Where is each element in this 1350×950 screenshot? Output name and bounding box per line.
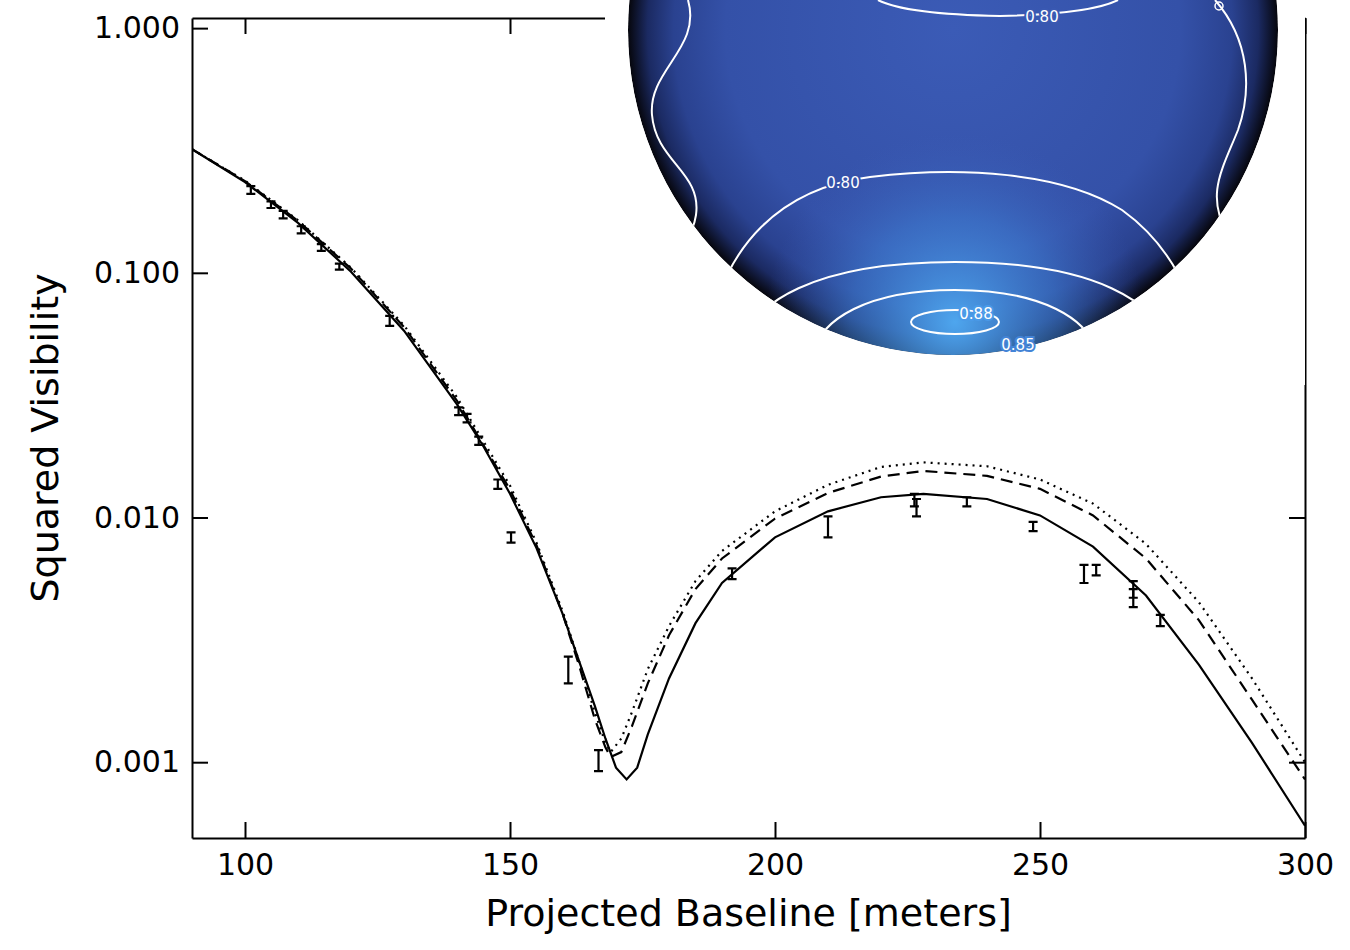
tick-mark bbox=[192, 28, 208, 30]
intensity-contour bbox=[1215, 2, 1223, 10]
tick bbox=[1289, 762, 1305, 763]
tick bbox=[1289, 518, 1305, 519]
tick-mark bbox=[510, 18, 512, 34]
tick-mark bbox=[192, 517, 208, 519]
tick-label: 0.010 bbox=[94, 500, 180, 535]
error-bar-point bbox=[463, 414, 472, 422]
error-bar-point bbox=[728, 568, 737, 579]
y-axis-title: Squared Visibility bbox=[23, 273, 67, 602]
tick-mark bbox=[510, 822, 512, 838]
error-bar-point bbox=[507, 532, 516, 542]
tick-mark bbox=[192, 762, 208, 764]
tick: 150 bbox=[482, 822, 539, 882]
error-bar-point bbox=[266, 201, 275, 208]
error-bar-point bbox=[962, 497, 971, 506]
y-axis: 1.000 0.100 0.010 0.001 bbox=[94, 10, 208, 838]
tick: 200 bbox=[747, 822, 804, 882]
intensity-contour bbox=[812, 290, 1098, 358]
intensity-contour bbox=[652, 0, 697, 262]
tick-mark bbox=[1040, 822, 1042, 838]
contour-label: 0.88 bbox=[959, 305, 992, 323]
intensity-contour bbox=[738, 262, 1172, 358]
tick-mark bbox=[245, 822, 247, 838]
tick: 0.010 bbox=[94, 500, 208, 535]
tick: 100 bbox=[217, 822, 274, 882]
intensity-contour bbox=[1215, 0, 1258, 268]
tick: 0.001 bbox=[94, 744, 208, 779]
error-bar-point bbox=[824, 516, 833, 537]
error-bar-point bbox=[474, 437, 483, 445]
tick-label: 200 bbox=[747, 847, 804, 882]
error-bar-point bbox=[1156, 615, 1165, 626]
y-axis-line bbox=[192, 19, 194, 839]
tick-mark bbox=[1289, 762, 1305, 764]
tick-mark bbox=[192, 272, 208, 274]
x-axis-line bbox=[193, 838, 1306, 840]
error-bar-point bbox=[454, 407, 463, 415]
chart: 100 150 200 250 300 1.000 0.100 0.010 0.001 Proje… bbox=[0, 0, 1350, 950]
tick-label: 0.100 bbox=[94, 255, 180, 290]
tick-label: 150 bbox=[482, 847, 539, 882]
tick-label: 300 bbox=[1277, 847, 1334, 882]
x-axis: 100 150 200 250 300 bbox=[193, 822, 1335, 882]
error-bar-point bbox=[385, 316, 394, 326]
tick-label: 100 bbox=[217, 847, 274, 882]
tick bbox=[245, 18, 246, 34]
error-bar-point bbox=[493, 479, 502, 488]
error-bar-point bbox=[335, 264, 344, 270]
tick-label: 250 bbox=[1012, 847, 1069, 882]
error-bar-point bbox=[912, 499, 921, 516]
error-bar-point bbox=[1029, 522, 1038, 531]
tick-label: 0.001 bbox=[94, 744, 180, 779]
error-bar-point bbox=[246, 186, 255, 194]
tick-mark bbox=[245, 18, 247, 34]
x-axis-title: Projected Baseline [meters] bbox=[485, 891, 1012, 935]
tick-mark bbox=[1289, 517, 1305, 519]
disk-bright-pole bbox=[628, 0, 1278, 355]
intensity-contour bbox=[708, 172, 1200, 345]
contour-label: 0.80 bbox=[826, 174, 859, 192]
stellar-disk bbox=[628, 0, 1278, 358]
error-bar-point bbox=[594, 750, 603, 771]
error-bar-point bbox=[317, 244, 326, 251]
inset-image: 0.80 0.80 0.88 0.85 bbox=[605, 0, 1305, 385]
error-bar-point bbox=[297, 226, 306, 233]
tick-label: 1.000 bbox=[94, 10, 180, 45]
contour-label: 0.85 bbox=[1001, 336, 1034, 354]
error-bar-point bbox=[1129, 589, 1138, 607]
tick: 250 bbox=[1012, 822, 1069, 882]
tick: 1.000 bbox=[94, 10, 208, 45]
error-bar-point bbox=[1092, 565, 1101, 575]
contour-label: 0.80 bbox=[1025, 8, 1058, 26]
disk-base bbox=[628, 0, 1278, 355]
intensity-contour bbox=[878, 0, 1118, 16]
error-bar-point bbox=[279, 211, 288, 218]
error-bar-point bbox=[564, 657, 573, 684]
tick: 0.100 bbox=[94, 255, 208, 290]
tick bbox=[510, 18, 511, 34]
tick-mark bbox=[775, 822, 777, 838]
error-bar-point bbox=[1079, 565, 1088, 583]
